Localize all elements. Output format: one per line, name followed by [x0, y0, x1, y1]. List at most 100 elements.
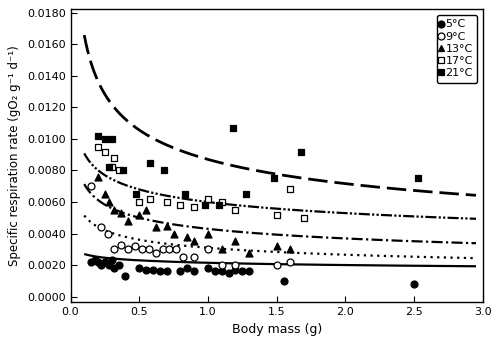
Point	[179, 255, 187, 260]
Point	[180, 191, 188, 197]
Point	[218, 199, 226, 205]
Point	[91, 258, 99, 263]
Point	[94, 133, 102, 139]
Point	[96, 225, 104, 230]
Point	[110, 155, 118, 161]
Point	[135, 212, 143, 217]
Point	[286, 259, 294, 265]
Point	[104, 231, 112, 236]
Point	[101, 191, 109, 197]
Point	[114, 168, 122, 173]
Point	[124, 247, 132, 252]
Point	[158, 247, 166, 252]
Point	[270, 175, 278, 181]
Point	[176, 202, 184, 208]
Point	[224, 270, 232, 276]
Point	[232, 239, 239, 244]
Point	[105, 164, 113, 170]
Point	[156, 269, 164, 274]
Point	[152, 250, 160, 255]
Point	[218, 269, 226, 274]
Point	[162, 269, 170, 274]
Point	[286, 247, 294, 252]
Point	[122, 273, 130, 279]
X-axis label: Body mass (g): Body mass (g)	[232, 323, 322, 336]
Point	[272, 262, 280, 268]
Point	[145, 247, 153, 252]
Point	[211, 269, 219, 274]
Point	[162, 199, 170, 205]
Point	[146, 160, 154, 165]
Legend: 5°C, 9°C, 13°C, 17°C, 21°C: 5°C, 9°C, 13°C, 17°C, 21°C	[436, 15, 478, 83]
Point	[162, 223, 170, 228]
Point	[184, 234, 192, 239]
Point	[138, 247, 146, 252]
Point	[286, 187, 294, 192]
Point	[132, 191, 140, 197]
Point	[101, 136, 109, 142]
Point	[184, 266, 192, 271]
Y-axis label: Specific respiration rate (gO₂ g⁻¹ d⁻¹): Specific respiration rate (gO₂ g⁻¹ d⁻¹)	[8, 45, 22, 266]
Point	[108, 164, 116, 170]
Point	[166, 247, 173, 252]
Point	[124, 218, 132, 224]
Point	[190, 239, 198, 244]
Point	[152, 225, 160, 230]
Point	[176, 269, 184, 274]
Point	[110, 247, 118, 252]
Point	[232, 207, 239, 213]
Point	[242, 191, 250, 197]
Point	[410, 281, 418, 287]
Point	[101, 149, 109, 154]
Point	[190, 269, 198, 274]
Point	[172, 247, 180, 252]
Point	[110, 207, 118, 213]
Point	[218, 247, 226, 252]
Point	[218, 262, 226, 268]
Point	[238, 269, 246, 274]
Point	[105, 199, 113, 205]
Point	[108, 136, 116, 142]
Point	[190, 255, 198, 260]
Point	[108, 258, 116, 263]
Point	[146, 196, 154, 202]
Point	[142, 207, 150, 213]
Point	[110, 266, 118, 271]
Point	[160, 168, 168, 173]
Point	[298, 149, 306, 154]
Point	[105, 262, 113, 268]
Point	[272, 244, 280, 249]
Point	[204, 231, 212, 236]
Point	[190, 204, 198, 209]
Point	[118, 210, 126, 216]
Point	[135, 199, 143, 205]
Point	[96, 262, 104, 268]
Point	[142, 267, 150, 273]
Point	[118, 242, 126, 247]
Point	[245, 269, 253, 274]
Point	[215, 202, 223, 208]
Point	[101, 259, 109, 265]
Point	[280, 278, 287, 284]
Point	[94, 259, 102, 265]
Point	[228, 125, 236, 131]
Point	[232, 262, 239, 268]
Point	[201, 202, 209, 208]
Point	[114, 262, 122, 268]
Point	[232, 267, 239, 273]
Point	[204, 266, 212, 271]
Point	[245, 250, 253, 255]
Point	[272, 212, 280, 217]
Point	[204, 196, 212, 202]
Point	[118, 168, 126, 173]
Point	[300, 215, 308, 221]
Point	[87, 259, 95, 265]
Point	[87, 183, 95, 189]
Point	[170, 231, 177, 236]
Point	[135, 266, 143, 271]
Point	[94, 144, 102, 150]
Point	[94, 174, 102, 180]
Point	[131, 244, 139, 249]
Point	[204, 247, 212, 252]
Point	[414, 175, 422, 181]
